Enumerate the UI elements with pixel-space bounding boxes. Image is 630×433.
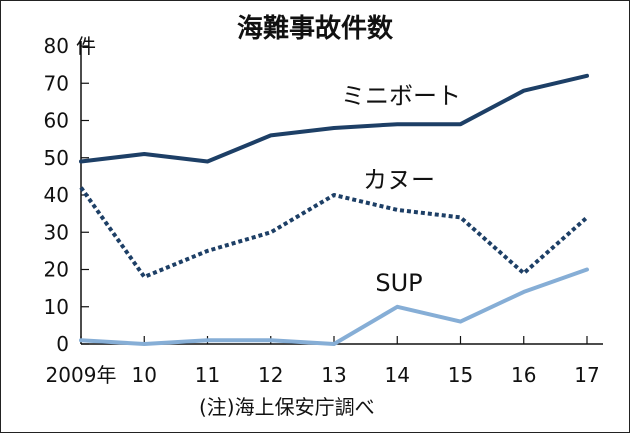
source-note: (注)海上保安庁調べ bbox=[199, 395, 375, 419]
series-line-0 bbox=[79, 73, 589, 164]
x-tick-label: 14 bbox=[385, 363, 410, 387]
series-line-1 bbox=[79, 186, 589, 279]
y-tick-label: 30 bbox=[44, 220, 69, 244]
series-label-2: SUP bbox=[375, 269, 422, 297]
series-label-0: ミニボート bbox=[341, 82, 461, 110]
y-tick-labels: 0 10 20 30 40 50 60 70 80 bbox=[44, 34, 69, 356]
x-tick-label: 13 bbox=[321, 363, 346, 387]
x-tick-label: 10 bbox=[132, 363, 157, 387]
series-line-2 bbox=[79, 267, 589, 346]
series-lines bbox=[79, 73, 589, 346]
x-tick-labels: 2009年 10 11 12 13 14 15 16 17 bbox=[46, 363, 600, 387]
x-tick-label: 2009年 bbox=[46, 363, 117, 387]
x-tick-label: 15 bbox=[448, 363, 473, 387]
x-tick-label: 17 bbox=[574, 363, 599, 387]
x-tick-label: 12 bbox=[258, 363, 283, 387]
x-tick-label: 11 bbox=[195, 363, 220, 387]
y-tick-label: 70 bbox=[44, 71, 69, 95]
y-tick-label: 50 bbox=[44, 146, 69, 170]
y-tick-label: 0 bbox=[56, 332, 69, 356]
y-tick-label: 20 bbox=[44, 258, 69, 282]
y-tick-label: 10 bbox=[44, 295, 69, 319]
y-tick-label: 80 bbox=[44, 34, 69, 58]
chart-title: 海難事故件数 bbox=[237, 14, 394, 44]
y-tick-label: 40 bbox=[44, 183, 69, 207]
series-label-1: カヌー bbox=[363, 166, 435, 194]
x-tick-label: 16 bbox=[511, 363, 536, 387]
y-tick-label: 60 bbox=[44, 109, 69, 133]
